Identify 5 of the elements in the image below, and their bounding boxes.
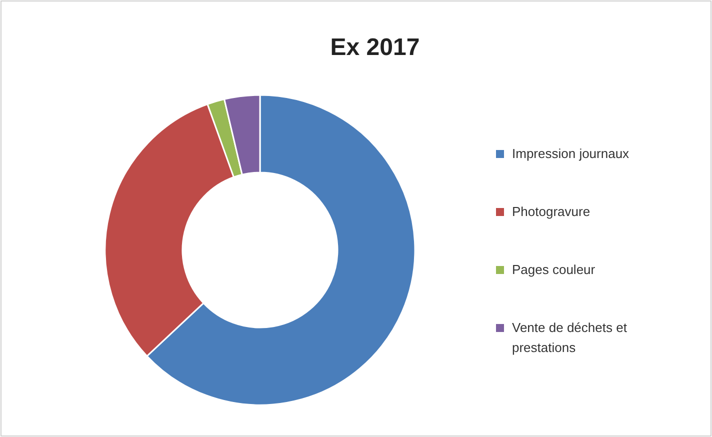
legend-label: Vente de déchets et prestations bbox=[512, 320, 628, 355]
legend-label: Photogravure bbox=[512, 204, 590, 219]
legend-label: Impression journaux bbox=[512, 146, 630, 161]
chart-title: Ex 2017 bbox=[330, 34, 420, 61]
legend-label: Pages couleur bbox=[512, 262, 596, 277]
